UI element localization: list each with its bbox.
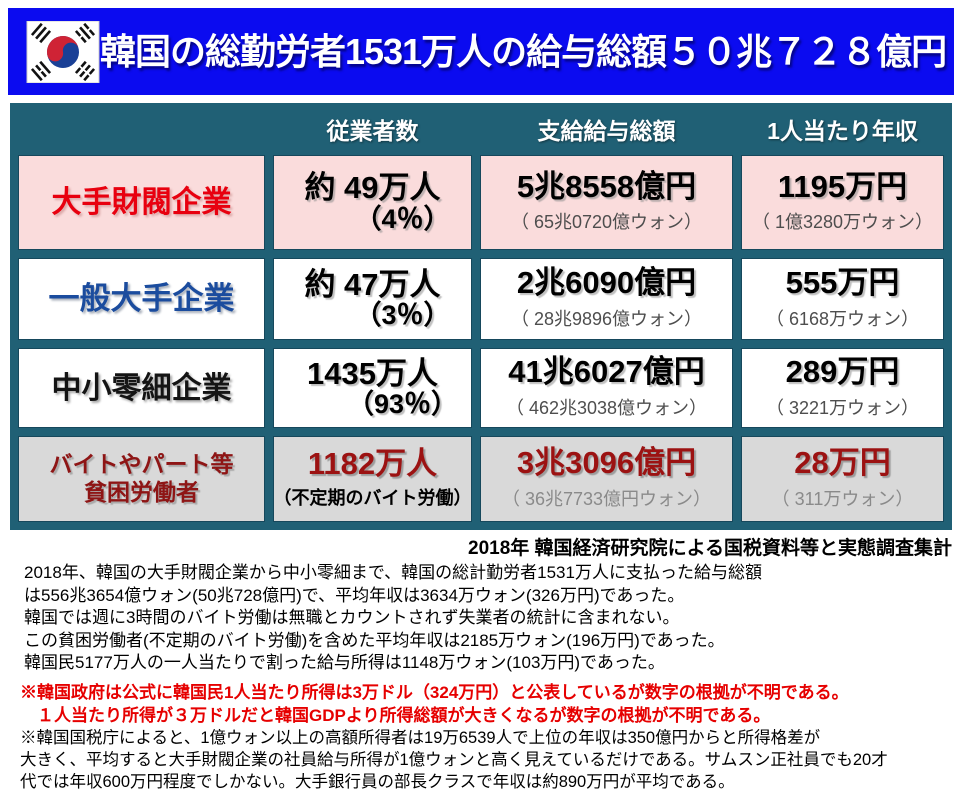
- pay-won: （ 462兆3038億ウォン）: [505, 397, 708, 418]
- income-won: （ 6168万ウォン）: [765, 308, 920, 329]
- pay-value: 2兆6090億円: [516, 265, 697, 301]
- row-sme-employees-cell: 1435万人 （93％）: [273, 348, 472, 428]
- row-sme-label-cell: 中小零細企業: [18, 348, 265, 428]
- title-bar: 韓国の総勤労者1531万人の給与総額５０兆７２８億円: [8, 8, 954, 95]
- pay-value: 41兆6027億円: [508, 354, 705, 390]
- income-value: 28万円: [794, 445, 891, 481]
- income-won: （ 3221万ウォン）: [765, 397, 920, 418]
- employees-percent: （3％）: [354, 300, 451, 331]
- korea-flag-icon: [26, 20, 100, 83]
- employees-note: （不定期のバイト労働）: [273, 488, 472, 509]
- row-large-employees-cell: 約 47万人 （3％）: [273, 258, 472, 340]
- row-chaebol-employees-cell: 約 49万人 （4％）: [273, 155, 472, 250]
- row-label: 大手財閥企業: [51, 186, 232, 219]
- black-note-line-1: ※韓国国税庁によると、1億ウォン以上の高額所得者は19万6539人で上位の年収は…: [20, 729, 821, 747]
- employees-value: 1182万人: [307, 445, 438, 481]
- row-large-pay-cell: 2兆6090億円 （ 28兆9896億ウォン）: [480, 258, 733, 340]
- income-value: 555万円: [785, 265, 900, 301]
- row-sme-income-cell: 289万円 （ 3221万ウォン）: [741, 348, 944, 428]
- data-source-note: 2018年 韓国経済研究院による国税資料等と実態調査集計: [468, 538, 952, 559]
- row-parttime-label-cell: バイトやパート等 貧困労働者: [18, 436, 265, 522]
- income-value: 289万円: [785, 354, 900, 390]
- col-header-empty: [18, 111, 265, 147]
- red-note-line-2: １人当たり所得が３万ドルだと韓国GDPより所得総額が大きくなるが数字の根拠が不明…: [20, 705, 771, 725]
- row-label: 一般大手企業: [48, 280, 235, 316]
- body-paragraph: 2018年、韓国の大手財閥企業から中小零細まで、韓国の総計勤労者1531万人に支…: [24, 562, 762, 675]
- pay-won: （ 36兆7733億円ウォン）: [501, 488, 712, 509]
- salary-table: 従業者数 支給給与総額 1人当たり年収 大手財閥企業 約 49万人 （4％） 5…: [10, 103, 952, 530]
- employees-percent: （93％）: [346, 389, 459, 420]
- income-won: （ 311万ウォン）: [771, 488, 914, 509]
- row-label: 中小零細企業: [51, 371, 232, 405]
- black-note-line-3: 代では年収600万円程度でしかない。大手銀行員の部長クラスで年収は約890万円が…: [20, 773, 735, 791]
- row-large-label-cell: 一般大手企業: [18, 258, 265, 340]
- row-chaebol-income-cell: 1195万円 （ 1億3280万ウォン）: [741, 155, 944, 250]
- row-parttime-income-cell: 28万円 （ 311万ウォン）: [741, 436, 944, 522]
- pay-won: （ 65兆0720億ウォン）: [510, 212, 703, 233]
- row-parttime-employees-cell: 1182万人 （不定期のバイト労働）: [273, 436, 472, 522]
- pay-won: （ 28兆9896億ウォン）: [510, 308, 703, 329]
- employees-percent: （4％）: [354, 203, 451, 234]
- body-line-5: 韓国民5177万人の一人当たりで割った給与所得は1148万ウォン(103万円)で…: [24, 653, 665, 672]
- row-large-income-cell: 555万円 （ 6168万ウォン）: [741, 258, 944, 340]
- black-note-line-2: 大きく、平均すると大手財閥企業の社員給与所得が1億ウォンと高く見えているだけであ…: [20, 751, 888, 769]
- row-chaebol-pay-cell: 5兆8558億円 （ 65兆0720億ウォン）: [480, 155, 733, 250]
- row-parttime-pay-cell: 3兆3096億円 （ 36兆7733億円ウォン）: [480, 436, 733, 522]
- row-sme-pay-cell: 41兆6027億円 （ 462兆3038億ウォン）: [480, 348, 733, 428]
- employees-value: 約 47万人: [304, 266, 441, 302]
- red-note-line-1: ※韓国政府は公式に韓国民1人当たり所得は3万ドル（324万円）と公表しているが数…: [20, 683, 849, 702]
- body-line-4: この貧困労働者(不定期のバイト労働)を含めた平均年収は2185万ウォン(196万…: [24, 630, 725, 650]
- income-won: （ 1億3280万ウォン）: [751, 212, 934, 233]
- body-line-3: 韓国では週に3時間のバイト労働は無職とカウントされず失業者の統計に含まれない。: [24, 608, 680, 627]
- col-header-total-pay: 支給給与総額: [537, 118, 676, 144]
- row-label-line2: 貧困労働者: [84, 479, 199, 505]
- income-value: 1195万円: [777, 168, 908, 204]
- pay-value: 5兆8558億円: [516, 168, 697, 204]
- page-title: 韓国の総勤労者1531万人の給与総額５０兆７２８億円: [100, 30, 947, 72]
- body-line-2: は556兆3654億ウォン(50兆728億円)で、平均年収は3634万ウォン(3…: [24, 585, 685, 605]
- red-note: ※韓国政府は公式に韓国民1人当たり所得は3万ドル（324万円）と公表しているが数…: [20, 682, 849, 727]
- row-label-line1: バイトやパート等: [49, 451, 234, 478]
- employees-value: 1435万人: [307, 355, 438, 391]
- black-note: ※韓国国税庁によると、1億ウォン以上の高額所得者は19万6539人で上位の年収は…: [20, 727, 888, 793]
- row-chaebol-label-cell: 大手財閥企業: [18, 155, 265, 250]
- employees-value: 約 49万人: [304, 170, 441, 206]
- col-header-employees: 従業者数: [326, 118, 419, 144]
- body-line-1: 2018年、韓国の大手財閥企業から中小零細まで、韓国の総計勤労者1531万人に支…: [24, 563, 762, 582]
- col-header-per-capita: 1人当たり年収: [767, 118, 918, 144]
- pay-value: 3兆3096億円: [516, 445, 697, 481]
